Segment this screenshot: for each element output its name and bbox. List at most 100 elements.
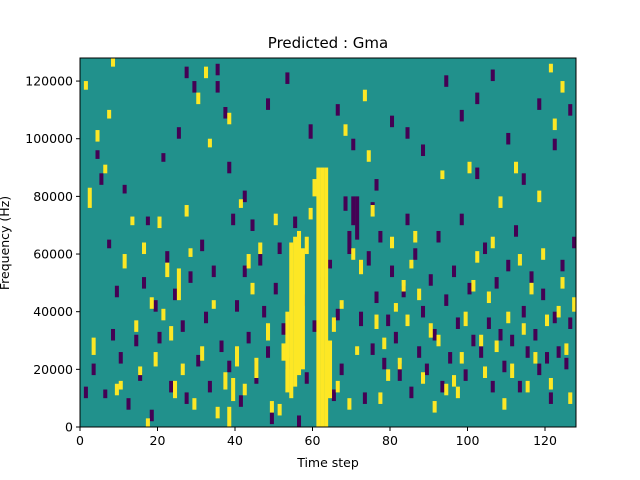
- heatmap-cell-low: [483, 243, 487, 255]
- x-axis: 0 20 40 60 80 100 120: [76, 427, 557, 448]
- heatmap-cell-low: [417, 346, 421, 358]
- chart-title: Predicted : Gma: [268, 34, 388, 52]
- heatmap-cell-high: [270, 401, 274, 413]
- heatmap-cell-low: [526, 346, 530, 358]
- heatmap-cell-low: [200, 240, 204, 252]
- heatmap-cell-high: [316, 168, 320, 427]
- heatmap-cell-high: [421, 372, 425, 384]
- heatmap-cell-high: [549, 378, 553, 390]
- heatmap-cell-high: [192, 398, 196, 410]
- heatmap-cell-high: [92, 338, 96, 355]
- y-tick-label: 20000: [33, 362, 73, 377]
- heatmap-cell-low: [344, 196, 348, 210]
- heatmap-cell-high: [549, 64, 553, 73]
- y-axis-label: Frequency (Hz): [0, 196, 12, 290]
- heatmap-cell-low: [495, 277, 499, 289]
- heatmap-cell-high: [444, 384, 448, 396]
- heatmap-cell-low: [429, 274, 433, 286]
- heatmap-cell-high: [491, 237, 495, 249]
- heatmap-cell-low: [564, 358, 568, 370]
- heatmap-cell-high: [293, 237, 297, 387]
- heatmap-cell-low: [266, 346, 270, 358]
- heatmap-cell-high: [324, 168, 328, 427]
- heatmap-cell-low: [371, 343, 375, 355]
- heatmap-cell-high: [231, 378, 235, 401]
- heatmap-cell-high: [514, 162, 518, 174]
- heatmap-cell-high: [258, 243, 262, 255]
- heatmap-cell-low: [92, 364, 96, 376]
- heatmap-cell-high: [561, 277, 565, 289]
- heatmap-cell-high: [475, 251, 479, 263]
- heatmap-cell-low: [212, 266, 216, 278]
- heatmap-cell-low: [270, 413, 274, 425]
- heatmap-cell-low: [541, 289, 545, 301]
- heatmap-cell-high: [402, 280, 406, 292]
- heatmap-cell-high: [138, 366, 142, 375]
- heatmap-cell-high: [398, 358, 402, 370]
- heatmap-cell-high: [173, 381, 177, 398]
- x-tick-label: 20: [150, 433, 166, 448]
- heatmap-cell-high: [251, 283, 255, 295]
- heatmap-cell-high: [564, 343, 568, 355]
- heatmap-cell-low: [382, 358, 386, 370]
- heatmap-cell-low: [530, 271, 534, 283]
- heatmap-cell-high: [409, 260, 413, 269]
- heatmap-cell-low: [173, 289, 177, 301]
- heatmap-cell-low: [243, 266, 247, 278]
- heatmap-cell-low: [328, 260, 332, 269]
- heatmap-cell-low: [487, 317, 491, 329]
- heatmap-cell-high: [289, 243, 293, 399]
- heatmap-cell-low: [522, 173, 526, 185]
- heatmap-cell-high: [161, 309, 165, 321]
- heatmap-cell-high: [518, 254, 522, 266]
- heatmap-cell-high: [146, 418, 150, 427]
- heatmap-cell-high: [526, 381, 530, 393]
- heatmap-cell-low: [444, 75, 448, 87]
- heatmap-cell-low: [406, 214, 410, 226]
- heatmap-cell-high: [328, 341, 332, 399]
- heatmap-cell-high: [359, 260, 363, 274]
- heatmap-cell-low: [278, 243, 282, 255]
- heatmap-cell-high: [142, 243, 146, 255]
- heatmap-cell-high: [235, 346, 239, 366]
- heatmap-cell-low: [103, 390, 107, 399]
- heatmap-cell-low: [359, 312, 363, 326]
- heatmap-cell-low: [533, 329, 537, 341]
- heatmap-cell-low: [557, 346, 561, 358]
- heatmap-cell-high: [96, 130, 100, 142]
- heatmap-cell-low: [506, 133, 510, 145]
- heatmap-cell-low: [351, 139, 355, 151]
- heatmap-cell-low: [514, 225, 518, 237]
- y-tick-label: 120000: [25, 74, 73, 89]
- heatmap-cell-high: [375, 315, 379, 329]
- heatmap-cell-low: [406, 127, 410, 139]
- heatmap-cell-high: [247, 254, 251, 268]
- heatmap-cell-low: [336, 309, 340, 321]
- heatmap-cell-low: [274, 283, 278, 295]
- heatmap-cell-low: [390, 266, 394, 278]
- heatmap-cell-low: [243, 191, 247, 203]
- heatmap-cell-high: [320, 168, 324, 427]
- heatmap-cell-low: [99, 173, 103, 185]
- heatmap-cell-high: [502, 398, 506, 410]
- heatmap-cell-high: [553, 119, 557, 131]
- heatmap-cell-low: [239, 395, 243, 407]
- y-tick-label: 0: [65, 420, 73, 435]
- heatmap-cell-high: [355, 346, 359, 355]
- heatmap-cell-high: [413, 231, 417, 243]
- x-tick-label: 40: [227, 433, 243, 448]
- heatmap-cell-low: [185, 67, 189, 79]
- heatmap-cell-high: [336, 381, 340, 393]
- heatmap-cell-high: [561, 81, 565, 93]
- y-tick-label: 80000: [33, 189, 73, 204]
- heatmap-cell-high: [216, 407, 220, 419]
- heatmap-cell-high: [227, 407, 231, 427]
- heatmap-cell-low: [386, 315, 390, 327]
- heatmap-cell-low: [549, 392, 553, 404]
- heatmap-cell-high: [266, 323, 270, 340]
- heatmap-cell-low: [409, 387, 413, 399]
- heatmap-cell-high: [177, 268, 181, 300]
- heatmap-cell-low: [192, 81, 196, 93]
- heatmap-cell-high: [533, 352, 537, 364]
- heatmap-cell-high: [254, 358, 258, 378]
